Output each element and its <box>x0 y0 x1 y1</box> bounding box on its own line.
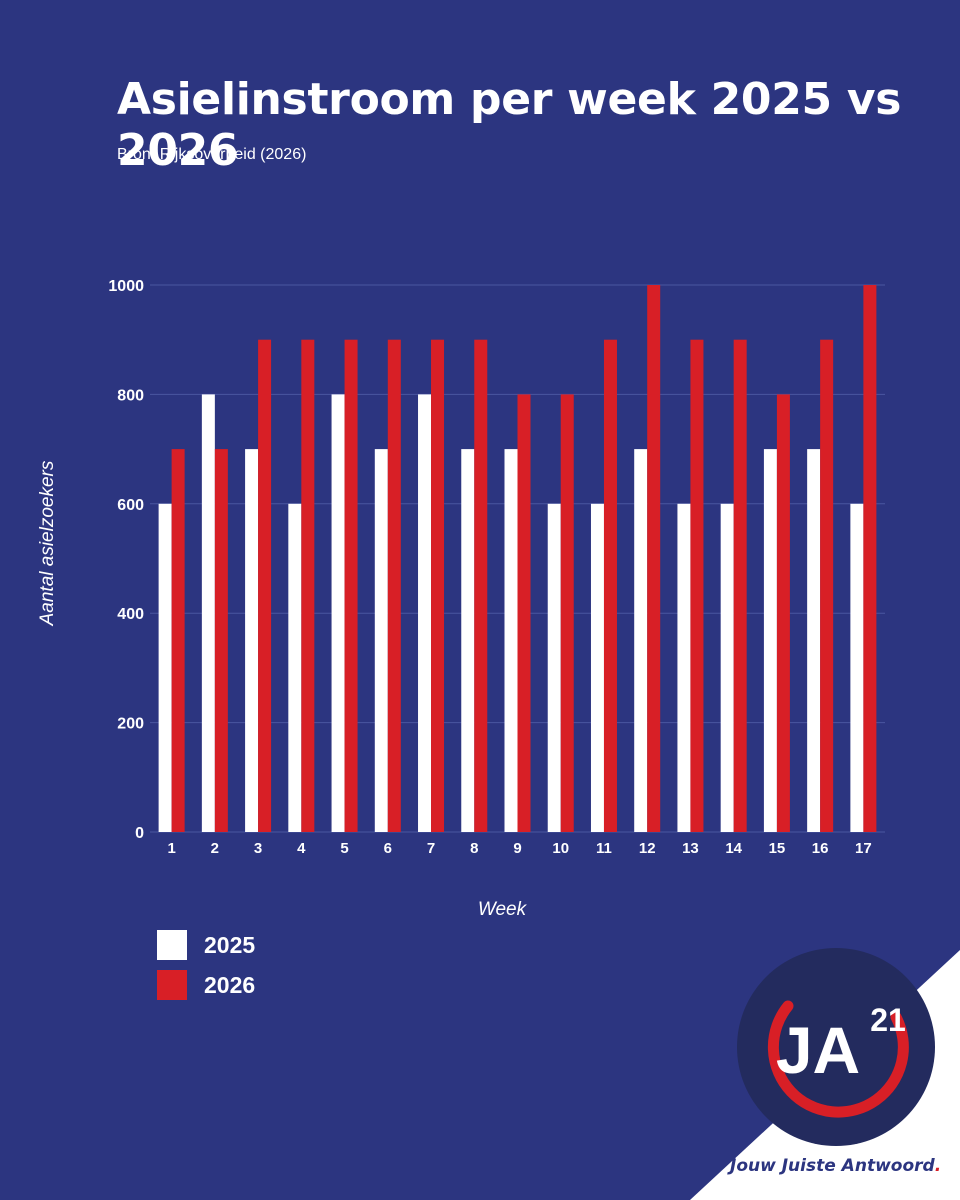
bar-2025-week-3 <box>245 449 259 832</box>
y-axis-label: Aantal asielzoekers <box>37 460 58 626</box>
y-tick-label-400: 400 <box>117 606 144 623</box>
bar-2025-week-15 <box>763 449 777 832</box>
bar-2025-week-2 <box>201 394 215 832</box>
y-tick-label-1000: 1000 <box>108 278 144 295</box>
logo-text: JA <box>776 1013 860 1087</box>
chart-title: Asielinstroom per week 2025 vs 2026 <box>117 74 902 176</box>
bar-2025-week-14 <box>720 503 734 832</box>
x-tick-label-17: 17 <box>855 840 872 857</box>
ja21-logo: JA 21 <box>737 948 935 1146</box>
slogan-dot: . <box>934 1156 942 1176</box>
bar-2025-week-16 <box>807 449 821 832</box>
bar-2026-week-3 <box>258 339 272 832</box>
bar-2025-week-4 <box>288 503 302 832</box>
x-tick-label-3: 3 <box>254 840 262 857</box>
y-tick-label-800: 800 <box>117 387 144 404</box>
x-tick-label-11: 11 <box>596 840 612 857</box>
legend-swatch-2025 <box>157 930 187 960</box>
bar-2026-week-6 <box>387 339 401 832</box>
bar-2026-week-1 <box>171 449 185 832</box>
x-tick-label-8: 8 <box>470 840 478 857</box>
bar-2025-week-8 <box>461 449 475 832</box>
bar-2025-week-9 <box>504 449 518 832</box>
legend-label-2025: 2025 <box>204 931 256 958</box>
x-tick-label-2: 2 <box>211 840 219 857</box>
x-tick-label-15: 15 <box>769 840 786 857</box>
bar-2026-week-12 <box>647 285 661 832</box>
x-tick-label-14: 14 <box>725 840 742 857</box>
slogan-text: Jouw Juiste Antwoord <box>730 1156 935 1176</box>
bar-2026-week-13 <box>690 339 704 832</box>
bar-2026-week-7 <box>431 339 445 832</box>
x-tick-label-10: 10 <box>552 840 569 857</box>
legend-item-2025: 2025 <box>157 930 255 960</box>
y-tick-label-0: 0 <box>135 825 144 842</box>
bar-2026-week-10 <box>560 394 574 832</box>
bar-2025-week-13 <box>677 503 691 832</box>
bar-2026-week-8 <box>474 339 488 832</box>
legend-item-2026: 2026 <box>157 970 255 1000</box>
slogan: Jouw Juiste Antwoord. <box>730 1156 941 1176</box>
x-tick-label-6: 6 <box>384 840 392 857</box>
bar-2026-week-11 <box>603 339 617 832</box>
x-tick-label-12: 12 <box>639 840 656 857</box>
bar-2026-week-14 <box>733 339 747 832</box>
bar-2026-week-9 <box>517 394 531 832</box>
x-tick-label-7: 7 <box>427 840 435 857</box>
bar-2026-week-5 <box>344 339 358 832</box>
x-axis-label: Week <box>477 899 527 920</box>
bar-2026-week-2 <box>214 449 228 832</box>
legend-swatch-2026 <box>157 970 187 1000</box>
bar-2025-week-7 <box>418 394 432 832</box>
bar-2025-week-17 <box>850 503 864 832</box>
x-tick-label-13: 13 <box>682 840 699 857</box>
legend-label-2026: 2026 <box>204 971 256 998</box>
x-tick-label-5: 5 <box>340 840 348 857</box>
x-tick-label-4: 4 <box>297 840 306 857</box>
bar-2025-week-10 <box>547 503 561 832</box>
y-tick-label-200: 200 <box>117 716 144 733</box>
bar-2025-week-5 <box>331 394 345 832</box>
bar-2026-week-15 <box>776 394 790 832</box>
bar-2026-week-17 <box>863 285 877 832</box>
logo-superscript: 21 <box>870 1002 906 1038</box>
x-tick-label-16: 16 <box>812 840 829 857</box>
chart-source: Bron: Rijksoverheid (2026) <box>117 146 307 163</box>
bar-2025-week-1 <box>158 503 172 832</box>
bar-2026-week-16 <box>820 339 834 832</box>
y-tick-label-600: 600 <box>117 497 144 514</box>
bar-2026-week-4 <box>301 339 315 832</box>
x-tick-label-1: 1 <box>167 840 175 857</box>
bar-2025-week-11 <box>590 503 604 832</box>
bar-2025-week-12 <box>634 449 648 832</box>
bar-2025-week-6 <box>374 449 388 832</box>
x-tick-label-9: 9 <box>513 840 521 857</box>
